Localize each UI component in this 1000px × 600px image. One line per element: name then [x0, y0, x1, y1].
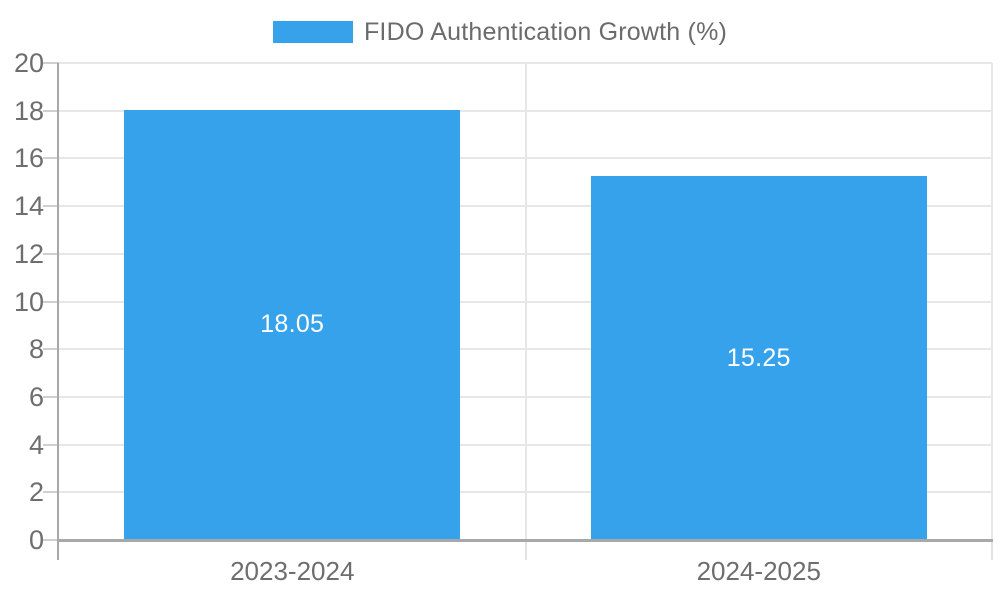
y-tick-label: 20 — [13, 48, 44, 78]
gridline — [524, 63, 527, 540]
y-tick-label: 4 — [28, 429, 44, 460]
x-tick-mark — [991, 540, 993, 560]
y-tick-label: 8 — [28, 334, 44, 365]
plot-area: 18.05 15.25 — [57, 62, 993, 560]
gridline — [991, 63, 993, 540]
y-tick-label: 18 — [13, 95, 44, 126]
y-tick-label: 12 — [13, 238, 44, 269]
y-tick-label: 0 — [28, 525, 44, 555]
legend-swatch — [272, 21, 353, 43]
x-tick-mark — [524, 540, 527, 560]
bar-2023-2024: 18.05 — [124, 109, 461, 540]
y-tick-mark — [43, 205, 59, 208]
x-tick-label: 2024-2025 — [696, 556, 821, 586]
bar-value-label: 15.25 — [726, 343, 791, 372]
y-tick-mark — [43, 443, 59, 446]
y-tick-mark — [43, 395, 59, 398]
y-tick-mark — [43, 348, 59, 351]
y-tick-mark — [43, 109, 59, 112]
y-tick-label: 6 — [28, 381, 44, 412]
bar-value-label: 18.05 — [260, 310, 325, 339]
y-tick-mark — [43, 491, 59, 494]
y-axis-line — [57, 63, 59, 560]
y-tick-label: 16 — [13, 143, 44, 174]
y-tick-mark — [43, 62, 59, 64]
legend: FIDO Authentication Growth (%) — [0, 18, 1000, 46]
y-tick-label: 14 — [13, 191, 44, 222]
y-tick-mark — [43, 539, 59, 541]
x-axis-line — [58, 539, 993, 542]
y-tick-label: 10 — [13, 286, 44, 317]
x-tick-label: 2023-2024 — [230, 556, 355, 586]
y-tick-label: 2 — [28, 477, 44, 508]
x-axis-labels: 2023-2024 2024-2025 — [59, 556, 992, 587]
y-tick-mark — [43, 252, 59, 255]
y-tick-mark — [43, 157, 59, 160]
legend-label: FIDO Authentication Growth (%) — [363, 17, 728, 46]
bar-2024-2025: 15.25 — [590, 176, 927, 540]
y-tick-mark — [43, 300, 59, 303]
